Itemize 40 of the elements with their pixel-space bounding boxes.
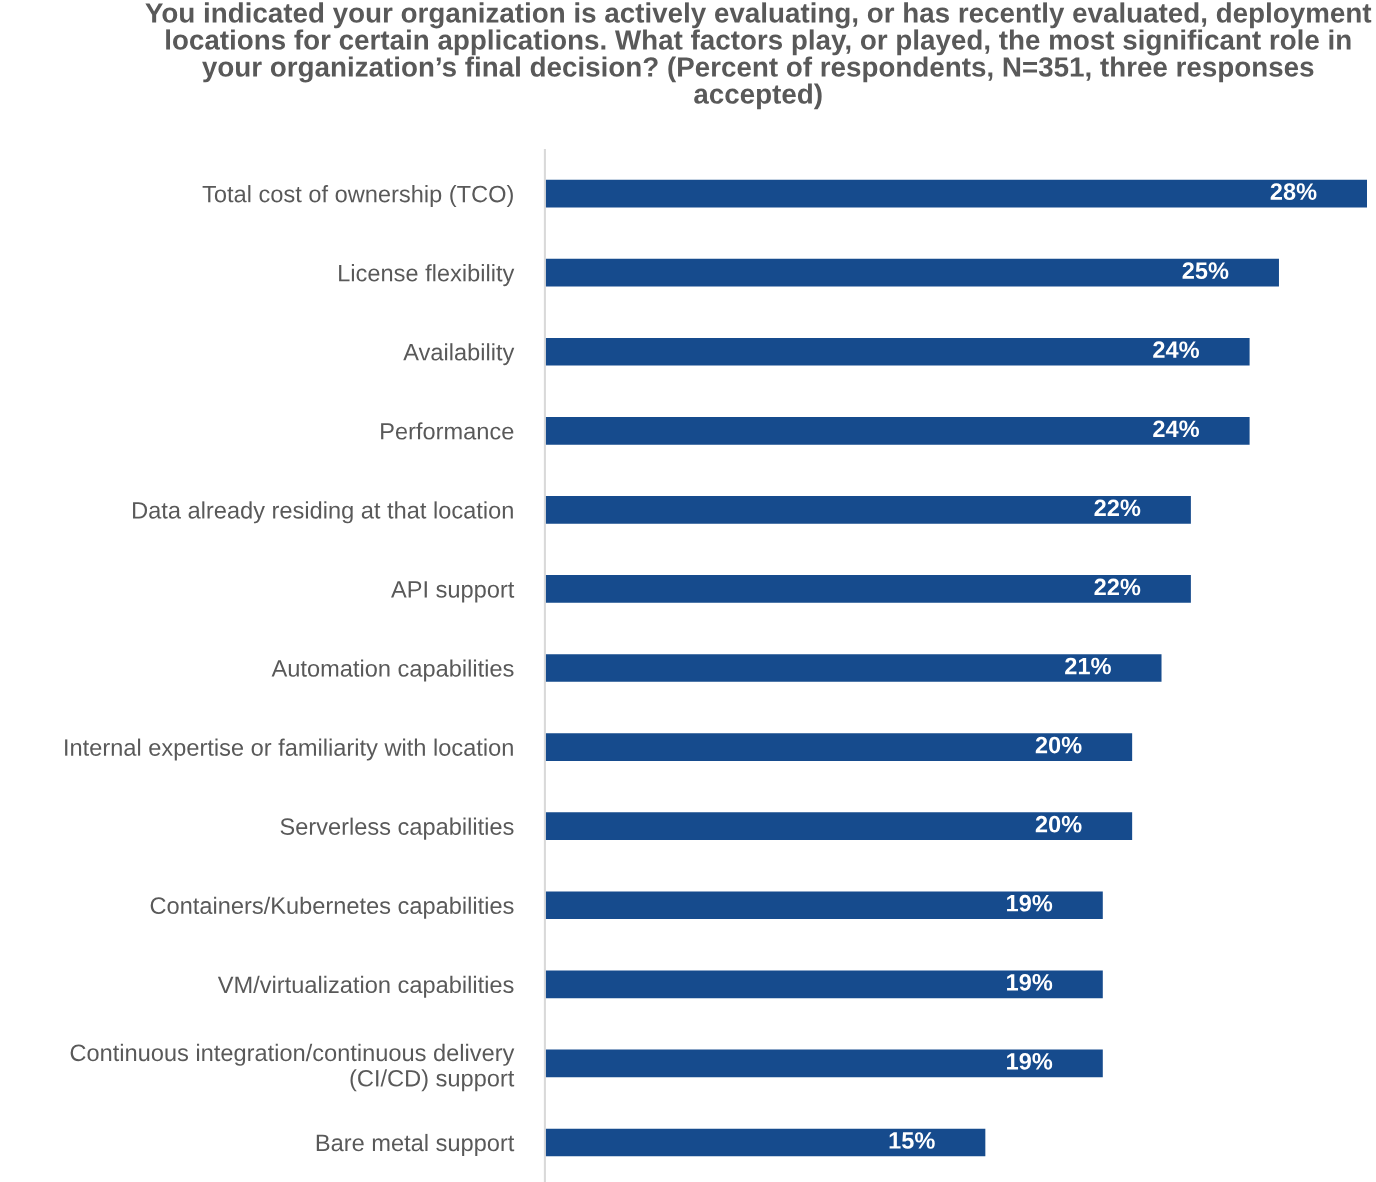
data-label: 19% xyxy=(1007,973,1053,991)
data-label: 22% xyxy=(1094,499,1141,517)
y-tick-label: Availability xyxy=(403,343,515,366)
data-label: 20% xyxy=(1035,815,1082,833)
bar xyxy=(544,575,1191,603)
y-tick-label: Bare metal support xyxy=(316,1133,515,1156)
data-label: 25% xyxy=(1182,262,1229,280)
data-label: 28% xyxy=(1270,183,1317,200)
bar xyxy=(544,970,1103,999)
y-tick-label: Total cost of ownership (TCO) xyxy=(202,185,513,208)
bar xyxy=(544,654,1162,682)
data-label: 19% xyxy=(1007,894,1053,912)
bar xyxy=(544,496,1191,524)
data-label: 24% xyxy=(1153,420,1200,438)
y-tick-label: Continuous integration/continuous delivery (CI/CD) support xyxy=(70,1043,515,1092)
data-label: 24% xyxy=(1153,341,1200,359)
bar xyxy=(544,1049,1103,1078)
bar xyxy=(544,258,1279,287)
y-tick-label: Containers/Kubernetes capabilities xyxy=(150,896,514,919)
data-label: 21% xyxy=(1065,657,1111,675)
bar xyxy=(544,891,1103,920)
y-tick-label: License flexibility xyxy=(339,264,515,287)
data-label: 19% xyxy=(1007,1053,1053,1070)
y-tick-label: Automation capabilities xyxy=(271,659,514,682)
data-label: 20% xyxy=(1035,736,1082,754)
data-label: 22% xyxy=(1094,578,1141,596)
y-tick-label: Data already residing at that location xyxy=(133,501,513,524)
bar xyxy=(544,1128,986,1157)
bar xyxy=(544,733,1133,761)
y-tick-label: VM/virtualization capabilities xyxy=(217,975,514,998)
y-tick-label: Internal expertise or familiarity with location xyxy=(65,738,513,761)
y-tick-label: Performance xyxy=(381,422,514,440)
y-tick-label: API support xyxy=(391,581,515,603)
bar xyxy=(544,179,1368,208)
bar xyxy=(544,416,1250,445)
bar xyxy=(544,812,1133,841)
y-tick-label: Serverless capabilities xyxy=(280,817,514,840)
chart-title: You indicated your organization is actively evaluating, or has recently evaluated, deployment locations for certain applications. What factors play, or played, the most significant role in your organization’s final decision? (Percent of respondents, N=351, three responses accepted) xyxy=(145,2,1372,110)
bar xyxy=(544,337,1250,366)
data-label: 15% xyxy=(889,1132,935,1149)
